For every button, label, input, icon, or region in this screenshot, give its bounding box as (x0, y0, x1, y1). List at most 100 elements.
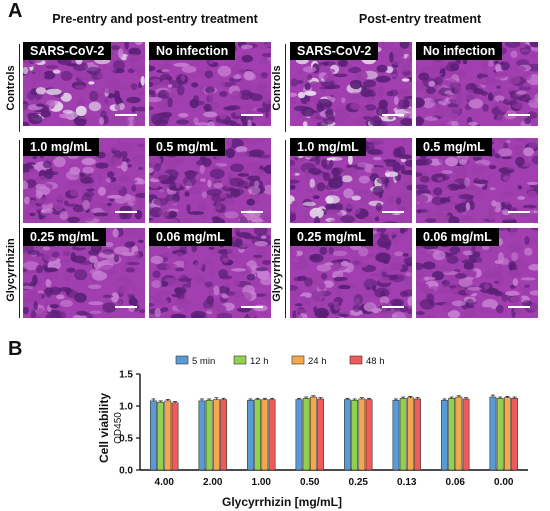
controls-bracket-left (19, 44, 20, 132)
glycyrrhizin-bracket-right (285, 140, 286, 318)
scale-bar (508, 114, 530, 116)
micrograph-tile: 0.5 mg/mL (149, 138, 271, 223)
group-title-post: Post-entry treatment (358, 12, 482, 26)
scale-bar (115, 114, 137, 116)
bar (164, 400, 172, 471)
tile-label: No infection (149, 42, 236, 60)
x-tick-label: 0.50 (300, 477, 320, 488)
micrograph-tile: 0.25 mg/mL (290, 228, 412, 318)
bar (511, 398, 518, 471)
micrograph-tile: No infection (416, 42, 538, 126)
x-tick-label: 0.25 (349, 477, 369, 488)
bar (309, 396, 317, 471)
bar (171, 402, 179, 471)
tile-label: 0.06 mg/mL (416, 228, 499, 246)
micrograph-tile: SARS-CoV-2 (23, 42, 145, 126)
chart-xlabel: Glycyrrhizin [mg/mL] (222, 495, 342, 509)
bar (455, 396, 463, 471)
tile-label: 0.06 mg/mL (149, 228, 232, 246)
bar (150, 400, 157, 471)
scale-bar (382, 211, 404, 213)
scale-bar (508, 306, 530, 308)
chart-ylabel-sub: OD450 (113, 412, 124, 444)
cell-stain-texture (416, 228, 538, 318)
row-label-glycyrrhizin-left: Glycyrrhizin (5, 238, 17, 302)
row-label-controls-right: Controls (271, 65, 283, 111)
bar (205, 399, 213, 471)
x-tick-label: 1.00 (252, 477, 272, 488)
x-tick-label: 4.00 (155, 477, 175, 488)
row-label-glycyrrhizin-right: Glycyrrhizin (271, 238, 283, 302)
chart-ylabel: Cell viability (97, 393, 111, 463)
bar (317, 398, 324, 471)
micrograph-tile: 0.06 mg/mL (149, 228, 271, 318)
y-tick-label: 1.5 (119, 370, 133, 381)
bar (302, 398, 310, 471)
bar (157, 401, 165, 471)
tile-label: SARS-CoV-2 (290, 42, 379, 60)
legend-swatch (233, 355, 247, 365)
micrograph-tile: No infection (149, 42, 271, 126)
bar (496, 398, 504, 471)
cell-stain-texture (416, 42, 538, 126)
legend-label: 48 h (366, 356, 385, 367)
bar (212, 399, 220, 471)
controls-bracket-right (285, 44, 286, 132)
bar (503, 397, 511, 471)
bar (414, 398, 421, 471)
legend-label: 24 h (308, 356, 327, 367)
legend-label: 12 h (250, 356, 269, 367)
cell-stain-texture (416, 138, 538, 223)
scale-bar (241, 306, 263, 308)
bar (261, 399, 269, 471)
bar (399, 398, 407, 471)
group-title-pre-post: Pre-entry and post-entry treatment (52, 12, 258, 26)
cell-stain-texture (290, 228, 412, 318)
bar (448, 398, 456, 471)
row-label-controls-left: Controls (5, 65, 17, 111)
bar (406, 397, 414, 471)
tile-label: SARS-CoV-2 (23, 42, 112, 60)
x-tick-label: 0.13 (397, 477, 417, 488)
legend-swatch (349, 355, 363, 365)
tile-label: 0.25 mg/mL (23, 228, 106, 246)
y-tick-label: 0.5 (119, 434, 133, 445)
tile-label: 1.0 mg/mL (23, 138, 99, 156)
tile-label: 1.0 mg/mL (290, 138, 366, 156)
bar (198, 400, 206, 471)
panel-a-letter: A (8, 0, 23, 22)
micrograph-tile: 1.0 mg/mL (290, 138, 412, 223)
bar (295, 399, 303, 471)
tile-label: 0.5 mg/mL (149, 138, 225, 156)
tile-label: 0.25 mg/mL (290, 228, 373, 246)
bar (462, 398, 470, 471)
bar (268, 399, 276, 471)
legend-swatch (291, 355, 305, 365)
tile-label: 0.5 mg/mL (416, 138, 492, 156)
x-tick-label: 0.06 (446, 477, 466, 488)
scale-bar (241, 211, 263, 213)
bar (351, 399, 359, 471)
bar (392, 399, 400, 471)
bar (344, 399, 351, 471)
tile-label: No infection (416, 42, 503, 60)
glycyrrhizin-bracket-left (19, 140, 20, 318)
scale-bar (241, 114, 263, 116)
bar (358, 398, 366, 471)
legend-label: 5 min (192, 356, 215, 367)
x-tick-label: 2.00 (203, 477, 223, 488)
bar (365, 399, 373, 471)
micrograph-tile: 0.5 mg/mL (416, 138, 538, 223)
bar (220, 399, 227, 471)
legend-swatch (175, 355, 189, 365)
x-tick-label: 0.00 (494, 477, 514, 488)
bar (254, 399, 262, 471)
scale-bar (115, 306, 137, 308)
scale-bar (382, 306, 404, 308)
panel-b-letter: B (8, 338, 23, 360)
micrograph-tile: 0.25 mg/mL (23, 228, 145, 318)
bar (247, 399, 254, 471)
micrograph-tile: SARS-CoV-2 (290, 42, 412, 126)
bar (441, 399, 448, 471)
y-tick-label: 0.0 (119, 466, 133, 477)
